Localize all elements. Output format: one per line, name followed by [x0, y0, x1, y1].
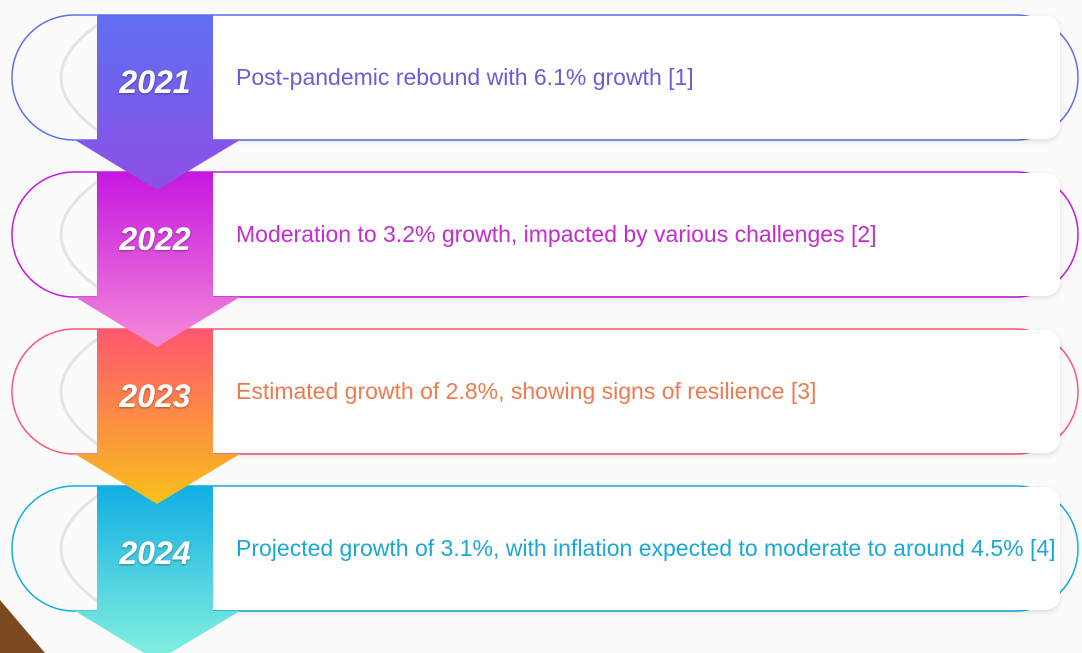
- year-label: 2022: [119, 220, 191, 257]
- arrow: [75, 329, 240, 504]
- card-outline: [11, 485, 1079, 612]
- arrow: [75, 172, 240, 347]
- card-inner-curve: [59, 335, 101, 448]
- card-outline: [11, 328, 1079, 455]
- arrow: [75, 15, 240, 190]
- year-label: 2023: [119, 377, 191, 414]
- card: [200, 330, 1060, 453]
- card-inner-curve: [59, 492, 101, 605]
- arrow: [75, 486, 240, 653]
- card: [200, 487, 1060, 610]
- card: [200, 173, 1060, 296]
- description: Estimated growth of 2.8%, showing signs …: [236, 378, 817, 404]
- description: Post-pandemic rebound with 6.1% growth […: [236, 64, 694, 90]
- year-label: 2021: [119, 63, 191, 100]
- card: [200, 16, 1060, 139]
- arrows: [75, 15, 240, 653]
- year-label: 2024: [119, 534, 191, 571]
- corner-decoration: [0, 600, 45, 653]
- description: Projected growth of 3.1%, with inflation…: [236, 535, 1056, 561]
- card-outline: [11, 171, 1079, 298]
- card-inner-curve: [59, 178, 101, 291]
- description: Moderation to 3.2% growth, impacted by v…: [236, 221, 877, 247]
- cards: [11, 14, 1079, 612]
- card-outline: [11, 14, 1079, 141]
- card-inner-curve: [59, 21, 101, 134]
